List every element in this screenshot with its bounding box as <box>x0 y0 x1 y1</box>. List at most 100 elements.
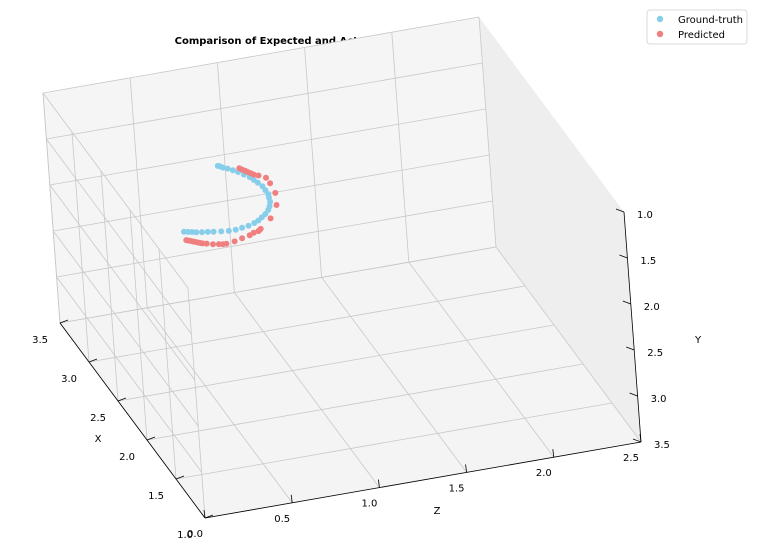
grid-back-x <box>187 287 206 519</box>
grid-floor-x <box>146 363 584 441</box>
point-predicted <box>257 225 264 232</box>
y-tick-mark <box>629 392 638 397</box>
point-predicted <box>273 202 280 208</box>
point-ground-truth <box>218 228 225 235</box>
y-tick-mark <box>626 346 635 351</box>
floor-pane <box>60 247 641 518</box>
grid-side-z <box>304 47 322 278</box>
grid-back-x <box>158 248 177 480</box>
point-predicted <box>255 172 262 179</box>
grid-side-y <box>59 246 497 324</box>
grid-back-x <box>71 131 90 363</box>
y-axis-label: Y <box>694 335 702 346</box>
legend-label-predicted: Predicted <box>678 30 725 41</box>
grid-side-y <box>49 108 486 186</box>
point-predicted <box>231 238 238 245</box>
y-tick-label: 3.0 <box>651 394 667 405</box>
point-ground-truth <box>225 227 232 234</box>
grid-back-x <box>129 209 148 441</box>
grid-side-z <box>478 16 497 248</box>
grid-back-y <box>56 276 202 473</box>
point-predicted <box>263 174 269 181</box>
point-ground-truth <box>229 167 236 174</box>
point-predicted <box>267 215 274 222</box>
z-axis-label: Z <box>434 506 441 517</box>
side-pane <box>479 17 641 442</box>
x-tick-mark <box>146 436 156 441</box>
x-tick-mark <box>204 514 214 519</box>
legend: Ground-truth Predicted <box>646 9 748 45</box>
point-predicted <box>203 240 210 247</box>
axes-panes <box>43 17 641 518</box>
x-tick-label: 3.5 <box>32 335 48 346</box>
x-tick-label: 1.5 <box>148 491 164 502</box>
grid-floor-x <box>88 285 526 363</box>
point-predicted <box>272 189 279 196</box>
data-points <box>181 162 280 248</box>
axis-lines <box>59 211 642 519</box>
y-tick-mark <box>632 438 642 443</box>
z-tick-label: 0.0 <box>187 529 203 540</box>
z-tick-mark <box>552 449 555 458</box>
grid-back-x <box>100 170 119 402</box>
point-predicted <box>236 165 243 172</box>
z-tick-mark <box>639 433 642 443</box>
chart-title: Comparison of Expected and Actual End Ef… <box>175 36 494 47</box>
back-pane <box>43 17 496 323</box>
y-tick-label: 3.5 <box>654 440 670 451</box>
grid-floor-z <box>234 292 380 488</box>
point-predicted <box>239 235 246 242</box>
grid-floor-z <box>408 261 555 458</box>
legend-marker-predicted <box>656 30 664 38</box>
point-ground-truth <box>224 165 231 172</box>
grid-side-z <box>391 32 410 263</box>
point-ground-truth <box>266 203 273 210</box>
z-tick-label: 0.5 <box>274 514 290 525</box>
point-ground-truth <box>232 226 239 233</box>
grid-side-z <box>42 92 61 324</box>
grid-back-y <box>46 138 192 335</box>
y-axis-line <box>623 211 642 443</box>
legend-marker-ground-truth <box>656 15 664 23</box>
point-ground-truth <box>239 224 246 231</box>
y-tick-mark <box>622 300 631 305</box>
grid-side-z <box>217 62 235 293</box>
x-tick-label: 1.0 <box>177 530 193 541</box>
z-tick-mark <box>465 464 467 473</box>
z-tick-label: 2.0 <box>536 468 552 479</box>
z-tick-mark <box>378 479 380 488</box>
x-tick-label: 3.0 <box>61 374 77 385</box>
grid-floor-z <box>146 307 293 504</box>
legend-frame <box>646 9 748 45</box>
grid-side-y <box>53 154 490 232</box>
point-ground-truth <box>214 162 221 169</box>
point-predicted <box>267 180 274 187</box>
point-predicted <box>210 241 216 248</box>
z-tick-label: 2.5 <box>623 453 639 464</box>
z-tick-label: 1.0 <box>361 499 377 510</box>
x-tick-mark <box>88 358 98 363</box>
z-tick-mark <box>203 509 206 519</box>
y-tick-label: 1.0 <box>637 210 653 221</box>
x-axis-label: X <box>95 434 102 445</box>
x-tick-label: 2.5 <box>90 413 106 424</box>
y-tick-label: 2.0 <box>644 302 660 313</box>
grid-side-z <box>129 77 148 308</box>
x-tick-label: 2.0 <box>119 452 135 463</box>
grid-floor-z <box>321 277 467 473</box>
point-ground-truth <box>193 229 200 236</box>
point-ground-truth <box>199 229 205 236</box>
grid-back-y <box>52 230 199 427</box>
point-ground-truth <box>259 183 266 190</box>
grid-floor-z <box>495 246 642 443</box>
grid-side-y <box>56 200 493 278</box>
x-axis-line <box>59 322 206 519</box>
legend-label-ground-truth: Ground-truth <box>678 15 743 26</box>
x-tick-mark <box>175 475 185 480</box>
grid-floor-x <box>117 324 555 402</box>
grid-back-y <box>49 184 196 381</box>
y-tick-mark <box>615 208 625 213</box>
point-ground-truth <box>210 228 217 235</box>
y-tick-label: 1.5 <box>640 256 656 267</box>
